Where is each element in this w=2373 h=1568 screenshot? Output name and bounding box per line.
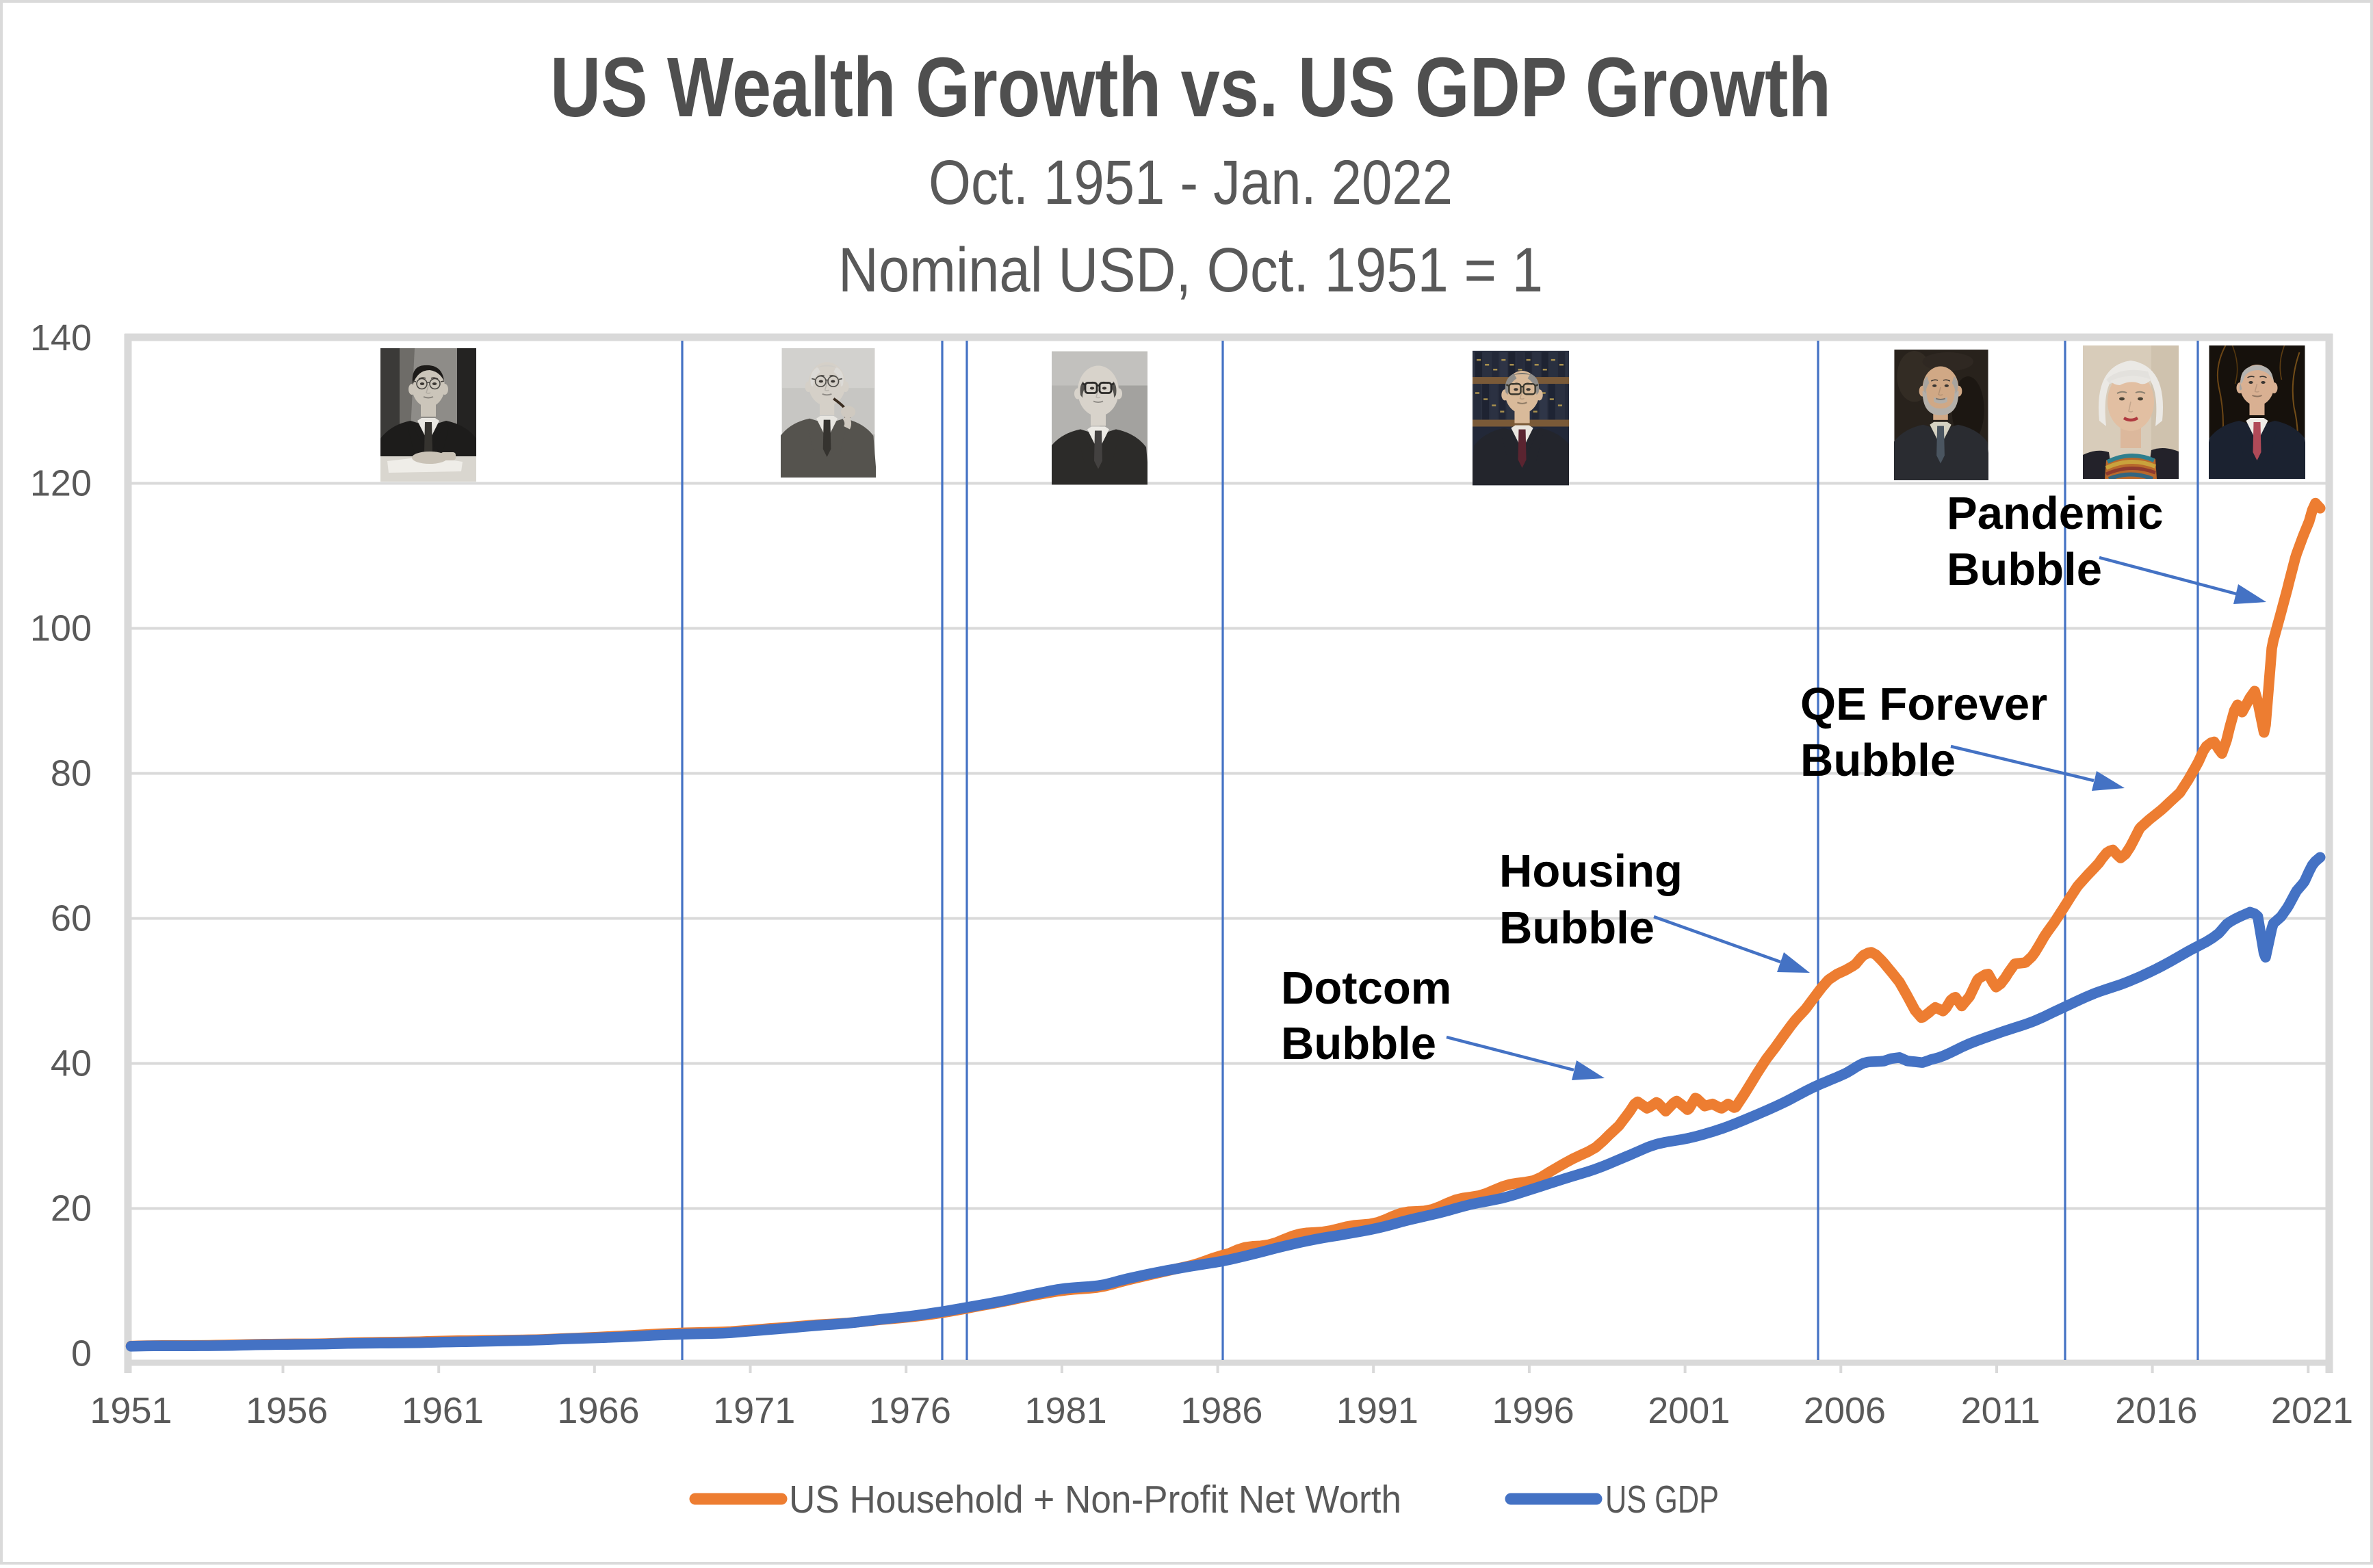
svg-text:1956: 1956 [246, 1390, 328, 1431]
svg-text:1951: 1951 [90, 1390, 172, 1431]
svg-text:0: 0 [71, 1333, 92, 1374]
svg-text:Bubble: Bubble [1281, 1018, 1436, 1069]
svg-text:Bubble: Bubble [1800, 735, 1956, 786]
svg-text:Housing: Housing [1499, 846, 1683, 897]
svg-text:1996: 1996 [1492, 1390, 1574, 1431]
svg-text:US GDP: US GDP [1605, 1478, 1719, 1521]
svg-text:1976: 1976 [869, 1390, 951, 1431]
svg-text:60: 60 [51, 898, 92, 939]
svg-text:Dotcom: Dotcom [1281, 963, 1451, 1014]
svg-text:1991: 1991 [1336, 1390, 1418, 1431]
svg-text:140: 140 [30, 317, 92, 358]
svg-text:1981: 1981 [1025, 1390, 1107, 1431]
svg-text:80: 80 [51, 753, 92, 794]
svg-text:1966: 1966 [557, 1390, 639, 1431]
svg-text:20: 20 [51, 1188, 92, 1229]
svg-text:100: 100 [30, 608, 92, 649]
svg-text:2021: 2021 [2271, 1390, 2353, 1431]
svg-text:2011: 2011 [1961, 1390, 2040, 1431]
svg-text:1971: 1971 [713, 1390, 795, 1431]
svg-text:120: 120 [30, 463, 92, 504]
svg-text:1961: 1961 [402, 1390, 484, 1431]
svg-text:Nominal USD, Oct. 1951 = 1: Nominal USD, Oct. 1951 = 1 [838, 235, 1543, 305]
svg-text:QE Forever: QE Forever [1800, 679, 2047, 730]
svg-text:Pandemic: Pandemic [1947, 488, 2164, 539]
svg-text:1986: 1986 [1180, 1390, 1262, 1431]
svg-text:40: 40 [51, 1043, 92, 1084]
svg-text:2016: 2016 [2115, 1390, 2197, 1431]
svg-text:US Wealth Growth vs. US GDP Gr: US Wealth Growth vs. US GDP Growth [550, 41, 1831, 135]
svg-text:Oct. 1951 - Jan. 2022: Oct. 1951 - Jan. 2022 [929, 148, 1453, 218]
svg-text:2001: 2001 [1648, 1390, 1730, 1431]
svg-text:Bubble: Bubble [1499, 902, 1655, 954]
svg-text:US Household + Non-Profit Net: US Household + Non-Profit Net Worth [789, 1478, 1401, 1521]
svg-text:Bubble: Bubble [1947, 544, 2102, 595]
svg-text:2006: 2006 [1804, 1390, 1886, 1431]
